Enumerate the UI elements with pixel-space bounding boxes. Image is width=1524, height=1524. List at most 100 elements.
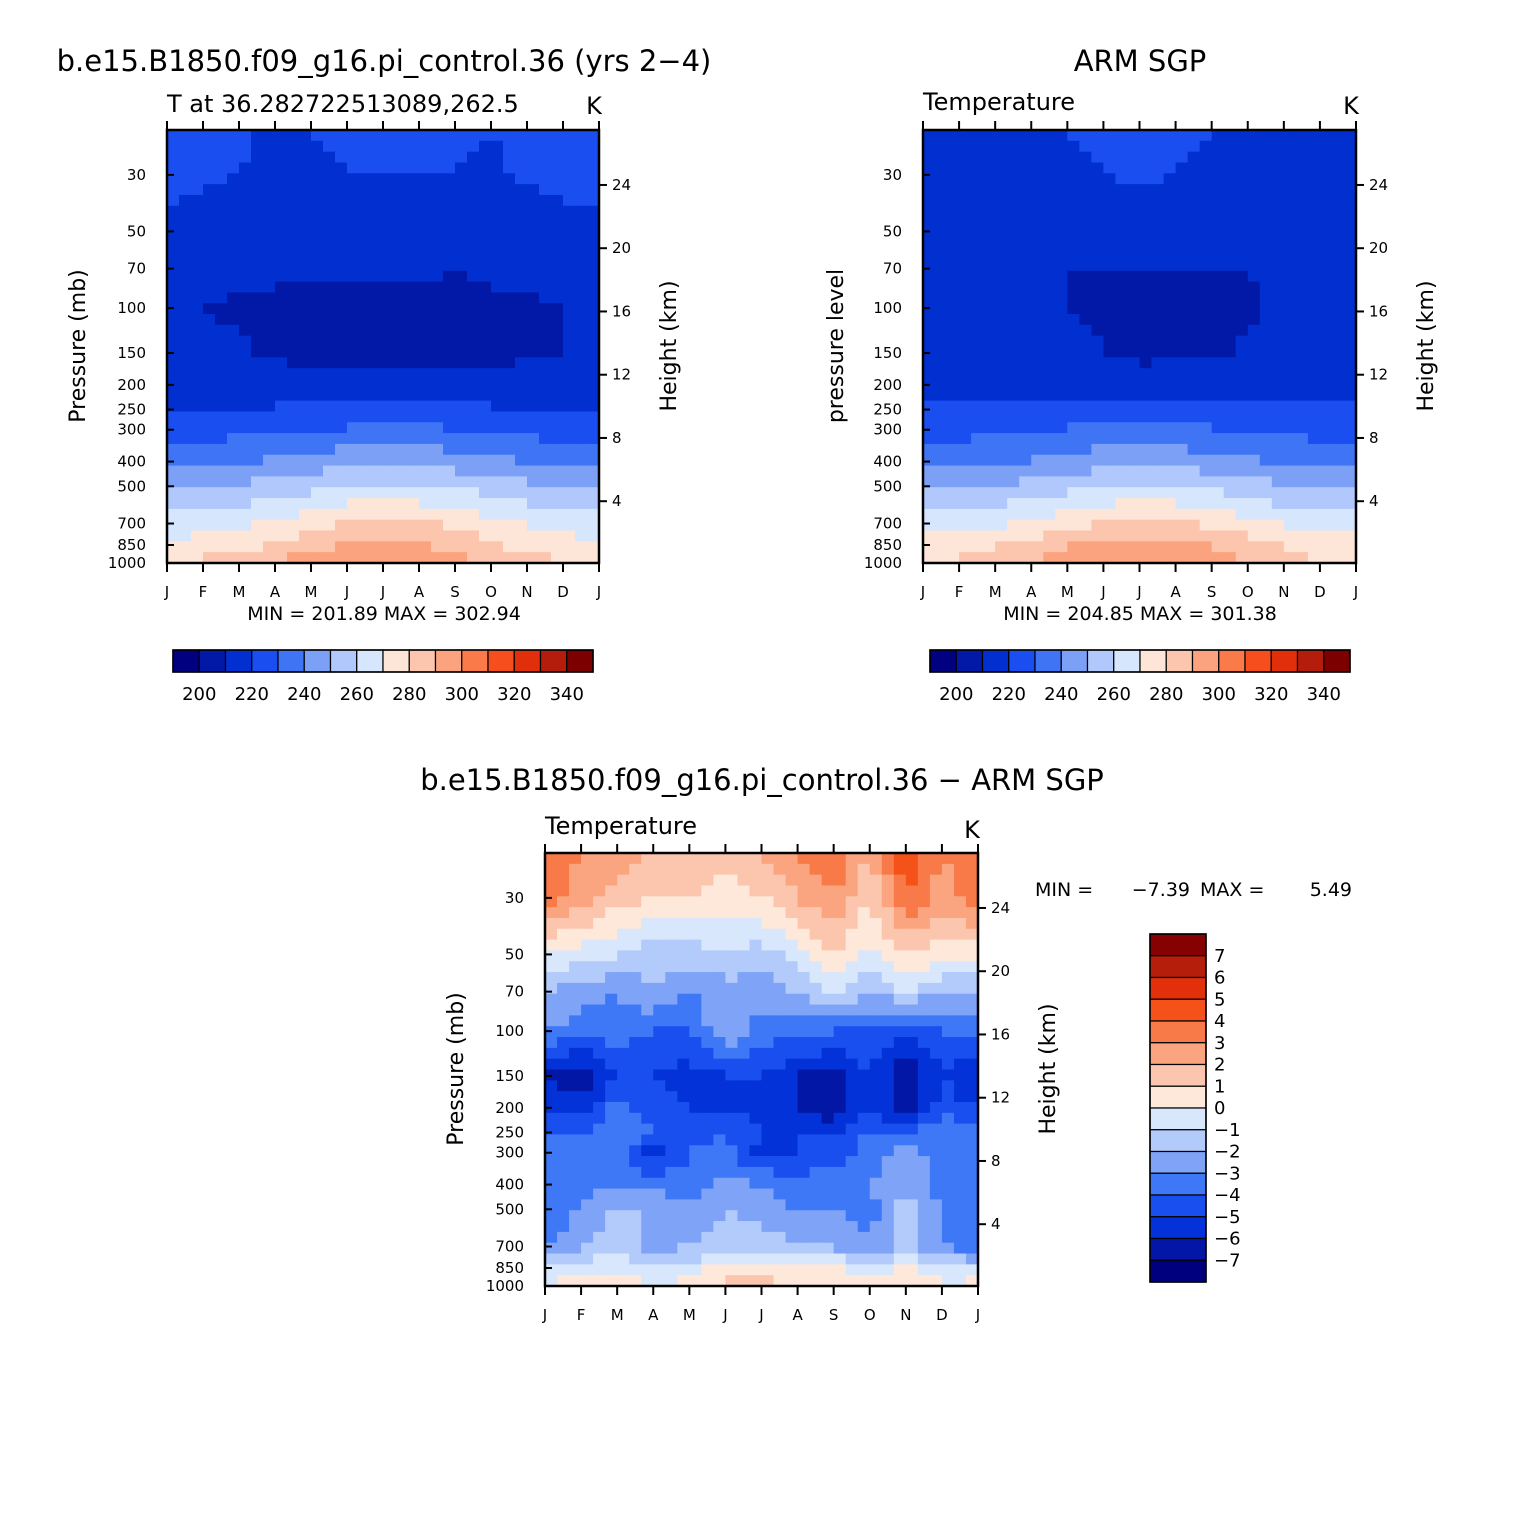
contour-cell xyxy=(419,454,432,467)
contour-cell xyxy=(923,454,936,467)
contour-cell xyxy=(1115,357,1129,369)
contour-cell xyxy=(629,907,642,919)
contour-cell xyxy=(545,1221,558,1233)
contour-cell xyxy=(857,928,871,941)
contour-cell xyxy=(953,961,967,973)
contour-cell xyxy=(809,1101,823,1114)
contour-cell xyxy=(923,281,936,293)
contour-cell xyxy=(1151,335,1165,348)
contour-cell xyxy=(275,270,288,283)
contour-cell xyxy=(971,465,984,477)
contour-cell xyxy=(1019,238,1032,250)
contour-cell xyxy=(857,1026,871,1038)
contour-cell xyxy=(443,476,456,488)
contour-cell xyxy=(785,1080,799,1092)
contour-cell xyxy=(629,1026,642,1038)
contour-cell xyxy=(1331,552,1345,564)
contour-cell xyxy=(725,1188,739,1200)
contour-cell xyxy=(227,314,240,326)
contour-cell xyxy=(419,422,432,434)
contour-cell xyxy=(821,972,835,984)
contour-cell xyxy=(845,1275,859,1287)
contour-cell xyxy=(1307,270,1321,283)
contour-cell xyxy=(251,389,264,402)
contour-cell xyxy=(335,519,348,532)
y-tick-label: 300 xyxy=(873,421,902,439)
contour-cell xyxy=(1103,194,1117,207)
contour-cell xyxy=(629,972,642,984)
contour-cell xyxy=(983,357,996,369)
contour-cell xyxy=(479,162,492,174)
contour-cell xyxy=(1307,216,1321,229)
contour-cell xyxy=(1295,346,1309,358)
contour-cell xyxy=(941,1026,955,1038)
contour-cell xyxy=(527,324,540,337)
contour-cell xyxy=(749,1112,763,1125)
contour-cell xyxy=(995,303,1008,315)
contour-cell xyxy=(881,863,895,876)
colorbar-label: 200 xyxy=(939,684,973,705)
contour-cell xyxy=(443,443,456,456)
contour-cell xyxy=(923,227,936,239)
contour-cell xyxy=(551,541,564,553)
contour-cell xyxy=(215,519,228,532)
contour-cell xyxy=(371,530,384,542)
contour-cell xyxy=(761,1264,775,1276)
contour-cell xyxy=(383,151,396,164)
contour-cell xyxy=(407,270,420,283)
contour-cell xyxy=(383,530,396,542)
contour-cell xyxy=(239,194,252,207)
contour-cell xyxy=(821,1199,835,1211)
contour-cell xyxy=(545,1037,558,1049)
contour-cell xyxy=(179,238,192,250)
contour-cell xyxy=(275,422,288,434)
contour-cell xyxy=(557,1037,570,1049)
contour-cell xyxy=(1079,303,1092,315)
contour-cell xyxy=(251,422,264,434)
contour-cell xyxy=(1235,281,1249,293)
contour-cell xyxy=(299,465,312,477)
contour-cell xyxy=(551,389,564,402)
contour-cell xyxy=(167,259,180,272)
contour-cell xyxy=(491,465,504,477)
contour-cell xyxy=(653,950,666,962)
y-tick-label: 100 xyxy=(117,299,146,317)
contour-cell xyxy=(857,874,871,887)
contour-cell xyxy=(593,1047,606,1060)
contour-cell xyxy=(227,368,240,380)
contour-cell xyxy=(641,961,654,973)
contour-cell xyxy=(935,422,948,434)
contour-cell xyxy=(557,1199,570,1211)
contour-cell xyxy=(1151,400,1165,413)
contour-cell xyxy=(563,324,576,337)
contour-cell xyxy=(359,378,372,391)
contour-cell xyxy=(191,422,204,434)
contour-cell xyxy=(881,1080,895,1092)
contour-cell xyxy=(167,194,180,207)
contour-cell xyxy=(515,411,528,423)
contour-cell xyxy=(1175,389,1189,402)
contour-cell xyxy=(1043,303,1056,315)
contour-cell xyxy=(569,853,582,865)
contour-cell xyxy=(1307,508,1321,521)
contour-cell xyxy=(677,950,690,962)
contour-cell xyxy=(587,508,600,521)
contour-cell xyxy=(479,140,492,153)
contour-cell xyxy=(455,389,468,402)
contour-cell xyxy=(677,928,690,941)
contour-cell xyxy=(299,335,312,348)
contour-cell xyxy=(773,1037,787,1049)
contour-cell xyxy=(1139,389,1153,402)
contour-cell xyxy=(797,972,811,984)
y-right-tick-label: 16 xyxy=(612,302,631,320)
contour-cell xyxy=(821,1264,835,1276)
contour-cell xyxy=(701,896,714,908)
contour-cell xyxy=(335,422,348,434)
contour-cell xyxy=(821,928,835,941)
contour-cell xyxy=(575,530,588,542)
contour-cell xyxy=(1151,194,1165,207)
contour-cell xyxy=(227,498,240,510)
contour-cell xyxy=(881,1188,895,1200)
contour-cell xyxy=(443,530,456,542)
contour-cell xyxy=(227,151,240,164)
